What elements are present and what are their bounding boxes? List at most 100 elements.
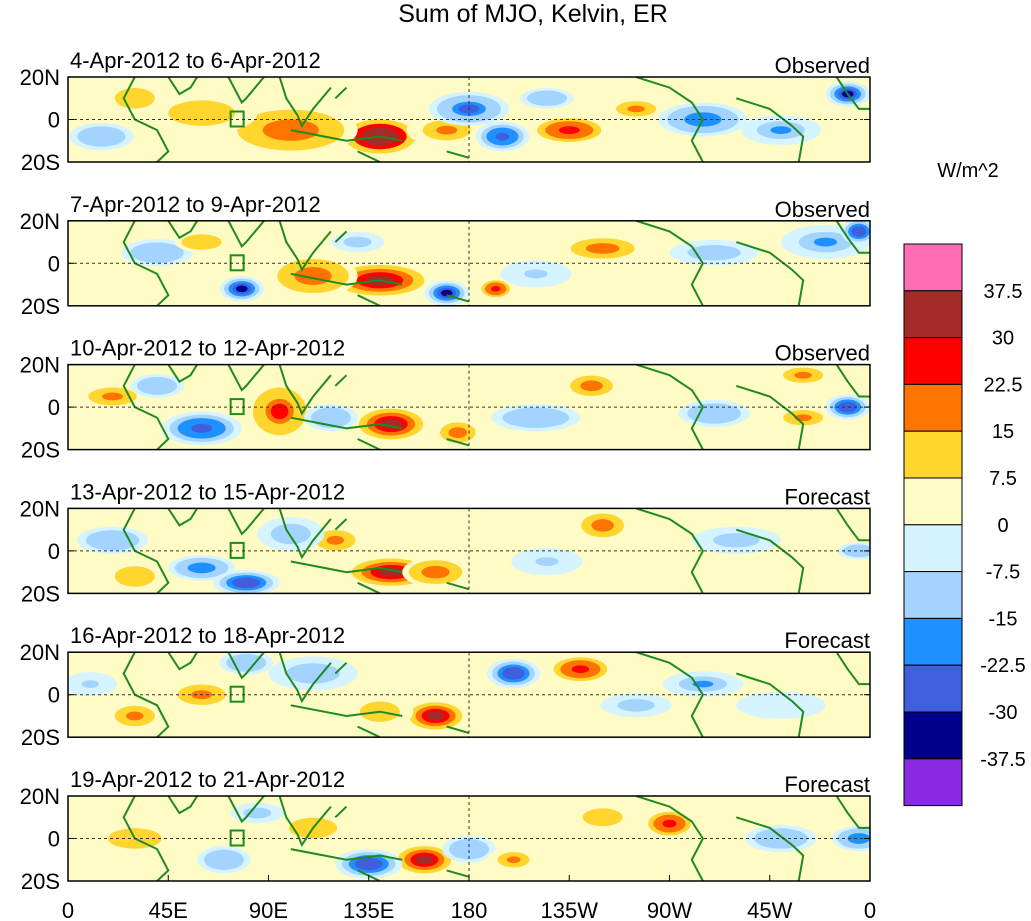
- x-tick-label: 0: [864, 898, 876, 921]
- coastline: [635, 508, 705, 594]
- panel-period: 13-Apr-2012 to 15-Apr-2012: [70, 479, 345, 504]
- y-tick-label: 20S: [21, 438, 60, 463]
- anomaly-blob: [81, 680, 99, 688]
- colorbar-label: 7.5: [989, 468, 1017, 490]
- coastline: [635, 220, 705, 306]
- coastline: [357, 725, 381, 738]
- anomaly-field: [68, 652, 870, 738]
- y-tick-label: 20N: [20, 209, 60, 234]
- y-tick-label: 0: [48, 395, 60, 420]
- anomaly-blob: [770, 126, 792, 134]
- colorbar-label: -7.5: [986, 562, 1020, 584]
- anomaly-blob: [237, 579, 255, 587]
- anomaly-blob: [662, 819, 677, 828]
- y-tick-label: 20S: [21, 869, 60, 894]
- coastline: [334, 805, 348, 819]
- anomaly-blob: [702, 249, 726, 256]
- panel-kind: Observed: [775, 53, 870, 78]
- anomaly-blob: [524, 269, 548, 279]
- panel-4: 13-Apr-2012 to 15-Apr-2012 Forecast 20N 0 20…: [20, 479, 871, 606]
- anomaly-blob: [794, 371, 812, 379]
- anomaly-blob: [192, 564, 211, 572]
- colorbar-label: 22.5: [984, 374, 1023, 396]
- y-tick-label: 20S: [21, 581, 60, 606]
- coastline: [835, 220, 870, 254]
- anomaly-blob: [592, 245, 614, 252]
- colorbar-swatch: [903, 290, 963, 339]
- y-tick-label: 20N: [20, 353, 60, 378]
- anomaly-blob: [126, 93, 144, 103]
- coastline: [735, 816, 805, 881]
- colorbar-label: -30: [989, 702, 1018, 724]
- x-tick-label: 90W: [647, 898, 692, 921]
- coastline: [835, 77, 870, 110]
- anomaly-blob: [426, 711, 445, 721]
- anomaly-blob: [235, 285, 248, 293]
- coastline: [167, 364, 199, 383]
- anomaly-field: [69, 77, 870, 162]
- x-tick-label: 180: [451, 898, 488, 921]
- colorbar-label: -22.5: [980, 655, 1026, 677]
- colorbar-label: 37.5: [984, 281, 1023, 303]
- y-tick-label: 0: [48, 683, 60, 708]
- coastline: [635, 652, 705, 738]
- coastline: [167, 796, 199, 815]
- coastline: [278, 508, 332, 560]
- coastline: [357, 294, 381, 306]
- coastline: [278, 796, 332, 848]
- anomaly-blob: [535, 557, 559, 566]
- anomaly-blob: [571, 665, 590, 674]
- y-tick-label: 0: [48, 827, 60, 852]
- coastline: [290, 560, 403, 574]
- anomaly-blob: [148, 381, 166, 390]
- coastline: [334, 662, 348, 675]
- panel-period: 4-Apr-2012 to 6-Apr-2012: [70, 48, 321, 73]
- anomaly-blob: [624, 701, 648, 710]
- colorbar-label: 0: [997, 515, 1008, 537]
- anomaly-blob: [378, 567, 404, 577]
- colorbar-swatch: [903, 243, 963, 292]
- coastline: [167, 77, 199, 96]
- panels: 4-Apr-2012 to 6-Apr-2012 Observed 20N 0 20S 7…: [20, 48, 871, 894]
- colorbar-label: 15: [992, 421, 1014, 443]
- anomaly-blob: [360, 860, 378, 868]
- y-tick-label: 20N: [20, 640, 60, 665]
- panel-period: 7-Apr-2012 to 9-Apr-2012: [70, 192, 321, 217]
- coastline: [334, 374, 348, 387]
- anomaly-blob: [851, 835, 866, 842]
- anomaly-blob: [273, 123, 309, 137]
- coastline: [446, 725, 470, 734]
- anomaly-blob: [593, 813, 612, 822]
- panel-6: 19-Apr-2012 to 21-Apr-2012 Forecast 20N 0 20…: [20, 767, 871, 894]
- coastline: [635, 364, 705, 450]
- coastline: [278, 364, 332, 416]
- anomaly-blob: [100, 535, 125, 545]
- x-tick-label: 90E: [249, 898, 288, 921]
- coastline: [635, 77, 705, 162]
- panel-5: 16-Apr-2012 to 18-Apr-2012 Forecast 20N 0 20…: [20, 623, 871, 750]
- y-tick-label: 20N: [20, 496, 60, 521]
- anomaly-blob: [102, 392, 123, 401]
- x-tick-label: 0: [62, 898, 74, 921]
- coastline: [334, 86, 348, 100]
- x-tick-label: 135E: [343, 898, 394, 921]
- panel-period: 19-Apr-2012 to 21-Apr-2012: [70, 767, 345, 792]
- anomaly-blob: [851, 548, 866, 554]
- y-tick-label: 20S: [21, 294, 60, 319]
- coastline: [290, 272, 403, 286]
- anomaly-blob: [595, 521, 610, 530]
- y-tick-label: 20N: [20, 784, 60, 809]
- anomaly-field: [76, 508, 870, 594]
- coastline: [227, 508, 265, 536]
- anomaly-field: [72, 364, 870, 450]
- colorbar-swatch: [903, 337, 963, 385]
- colorbar: W/m^2 37.5 30 22.5 15 7.5 0 -7.5 -15 -22.5 -30 -37…: [903, 160, 1026, 807]
- colorbar-swatch: [903, 383, 963, 432]
- anomaly-blob: [506, 856, 521, 864]
- coastline: [835, 364, 870, 398]
- colorbar-swatch: [903, 617, 963, 666]
- panel-kind: Observed: [775, 197, 870, 222]
- x-tick-label: 45E: [149, 898, 188, 921]
- coastline: [446, 581, 470, 591]
- anomaly-blob: [440, 289, 453, 297]
